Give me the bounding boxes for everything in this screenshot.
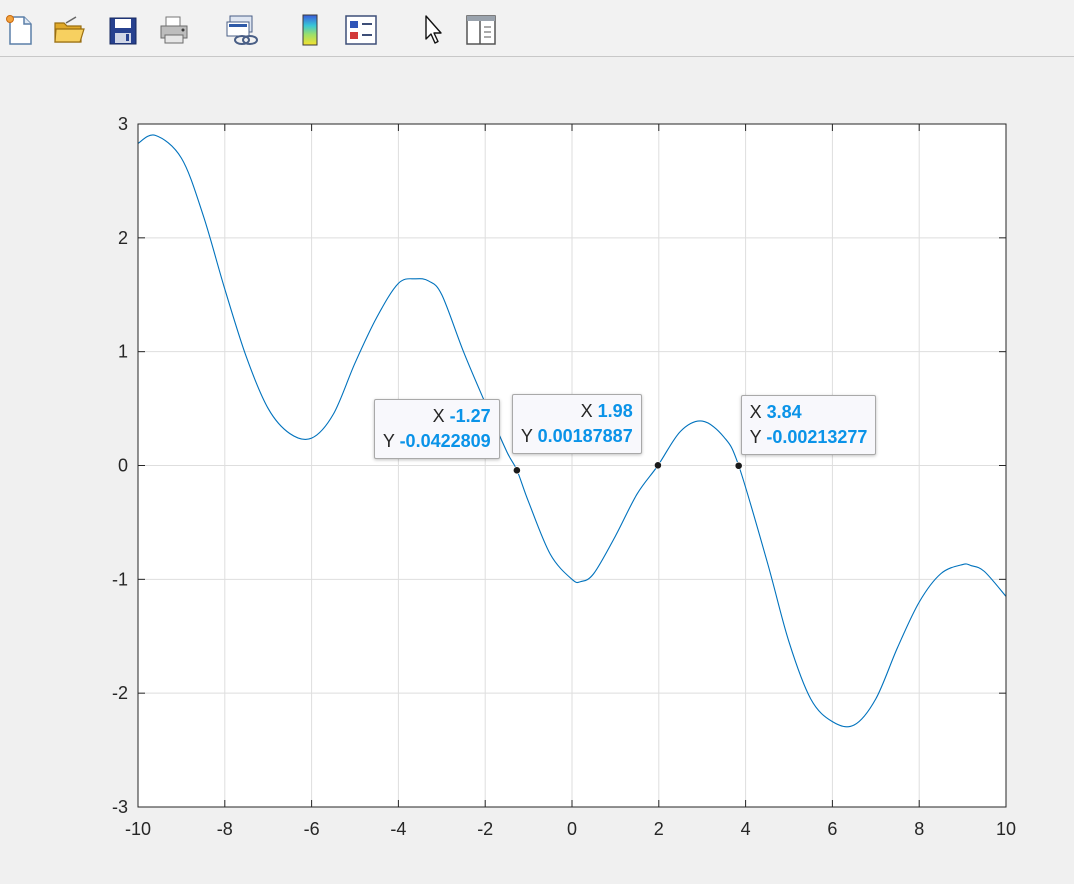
- datatip-y-row: Y -0.0422809: [383, 429, 491, 454]
- datatip-y-value: -0.0422809: [399, 431, 491, 452]
- datatip-x-label: X: [749, 401, 767, 422]
- datatip[interactable]: X 3.84 Y -0.00213277: [740, 394, 877, 455]
- open-file-button[interactable]: [51, 9, 87, 51]
- property-inspector-button[interactable]: [463, 9, 499, 51]
- link-plot-icon: [226, 15, 258, 45]
- datatip-x-value: 3.84: [766, 401, 802, 422]
- insert-legend-button[interactable]: [343, 9, 379, 51]
- x-tick-label: -10: [125, 819, 151, 839]
- datatip[interactable]: X 1.98 Y 0.00187887: [511, 394, 642, 455]
- datatip-x-row: X -1.27: [383, 404, 491, 429]
- y-tick-label: 3: [118, 114, 128, 134]
- datatip-y-row: Y 0.00187887: [521, 424, 633, 449]
- printer-icon: [160, 16, 188, 44]
- y-tick-label: -3: [112, 797, 128, 817]
- new-figure-button[interactable]: [2, 9, 38, 51]
- datatip-marker[interactable]: [654, 461, 662, 470]
- datatip-y-label: Y: [749, 426, 767, 447]
- datatip-y-value: -0.00213277: [766, 426, 868, 447]
- datatip-y-row: Y -0.00213277: [750, 425, 868, 450]
- datatip[interactable]: X -1.27 Y -0.0422809: [373, 399, 500, 460]
- datatip-x-value: 1.98: [597, 401, 633, 422]
- datatip-y-value: 0.00187887: [537, 426, 633, 447]
- datatip-marker[interactable]: [734, 461, 743, 470]
- x-tick-label: -8: [217, 819, 233, 839]
- y-tick-label: 0: [118, 456, 128, 476]
- y-tick-label: 2: [118, 228, 128, 248]
- y-tick-label: -1: [112, 569, 128, 589]
- pointer-icon: [425, 15, 442, 44]
- datatip-y-label: Y: [520, 426, 538, 447]
- y-tick-label: -2: [112, 683, 128, 703]
- figure-toolbar: [0, 0, 1074, 57]
- insert-colorbar-button[interactable]: [292, 9, 328, 51]
- x-tick-label: 6: [827, 819, 837, 839]
- series-line[interactable]: [137, 134, 1007, 728]
- x-tick-label: 10: [996, 819, 1016, 839]
- x-tick-label: -4: [390, 819, 406, 839]
- datatip-x-row: X 1.98: [521, 399, 633, 424]
- colorbar-icon: [302, 14, 318, 46]
- datatip-x-label: X: [580, 401, 598, 422]
- x-tick-label: 0: [567, 819, 577, 839]
- y-tick-label: 1: [118, 342, 128, 362]
- x-tick-label: -2: [477, 819, 493, 839]
- x-tick-label: 4: [741, 819, 751, 839]
- new-file-icon: [6, 15, 32, 45]
- datatip-marker[interactable]: [512, 466, 521, 475]
- x-tick-label: -6: [304, 819, 320, 839]
- save-figure-button[interactable]: [105, 9, 141, 51]
- print-figure-button[interactable]: [156, 9, 192, 51]
- datatip-x-value: -1.27: [449, 406, 491, 427]
- edit-plot-button[interactable]: [414, 9, 450, 51]
- panel-icon: [466, 15, 496, 45]
- datatip-x-row: X 3.84: [750, 400, 868, 425]
- folder-open-icon: [54, 16, 85, 43]
- datatip-y-label: Y: [382, 431, 400, 452]
- legend-icon: [345, 15, 377, 45]
- datatip-x-label: X: [432, 406, 450, 427]
- x-tick-label: 8: [914, 819, 924, 839]
- save-disk-icon: [109, 17, 137, 45]
- figure-canvas: -10 -8 -6 -4 -2 0 2 4 6 8 10 -3 -2 -1 0 1 2 3 X -1.27 Y -0…: [0, 57, 1074, 884]
- x-tick-label: 2: [654, 819, 664, 839]
- link-plot-button[interactable]: [224, 9, 260, 51]
